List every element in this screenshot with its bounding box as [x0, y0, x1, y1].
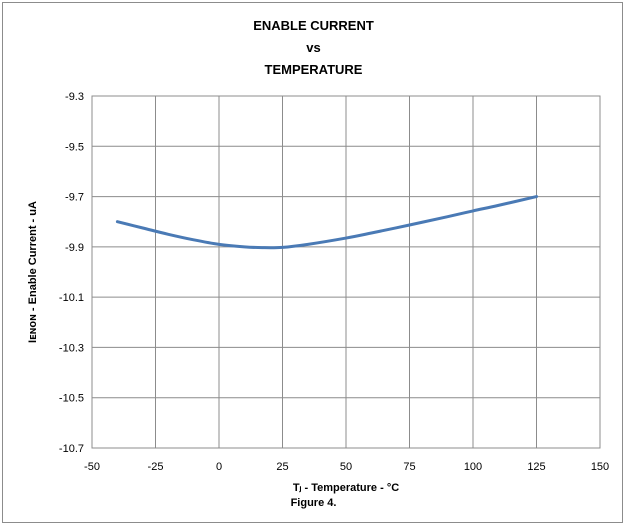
y-axis-label: Iᴇɴᴏɴ - Enable Current - uA: [27, 201, 39, 343]
grid: [91, 95, 601, 449]
chart-title-line-1: ENABLE CURRENT: [253, 18, 374, 33]
x-tick-label: 75: [403, 461, 415, 473]
x-tick-label: 100: [464, 461, 482, 473]
y-tick-label: -10.7: [59, 443, 84, 455]
x-tick-label: 25: [276, 461, 288, 473]
chart-title-line-2: vs: [306, 40, 321, 55]
y-tick-label: -9.5: [65, 141, 84, 153]
y-tick-label: -9.7: [65, 192, 84, 204]
y-tick-label: -9.9: [65, 242, 84, 254]
chart-frame: [2, 2, 623, 523]
figure-caption: Figure 4.: [290, 497, 337, 509]
x-tick-label: -50: [84, 461, 100, 473]
y-tick-label: -10.3: [59, 342, 84, 354]
x-tick-label: 150: [591, 461, 609, 473]
chart-title-line-3: TEMPERATURE: [264, 62, 363, 77]
x-tick-label: 0: [216, 461, 222, 473]
x-tick-label: 125: [527, 461, 545, 473]
x-axis-label: Tⱼ - Temperature - °C: [293, 482, 399, 494]
plot-area-border: [91, 95, 601, 449]
x-tick-label: -25: [148, 461, 164, 473]
x-tick-label: 50: [340, 461, 352, 473]
y-tick-label: -9.3: [65, 91, 84, 103]
series-line: [115, 195, 538, 250]
y-tick-label: -10.5: [59, 393, 84, 405]
y-tick-label: -10.1: [59, 292, 84, 304]
